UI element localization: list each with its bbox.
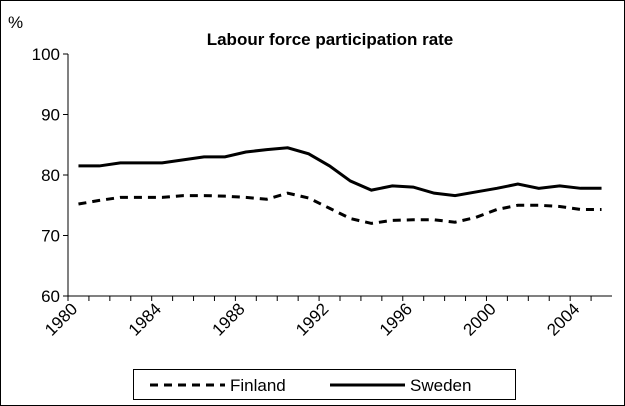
y-tick-label: 90 [41, 106, 60, 125]
y-tick-label: 70 [41, 227, 60, 246]
y-tick-label: 80 [41, 166, 60, 185]
y-axis-label: % [8, 13, 23, 32]
series-line [78, 191, 602, 225]
y-tick-label: 100 [32, 45, 60, 64]
series-line [78, 146, 602, 198]
chart-title: Labour force participation rate [207, 30, 454, 49]
legend-label: Finland [230, 376, 286, 395]
y-tick-label: 60 [41, 287, 60, 306]
legend-label: Sweden [410, 376, 471, 395]
